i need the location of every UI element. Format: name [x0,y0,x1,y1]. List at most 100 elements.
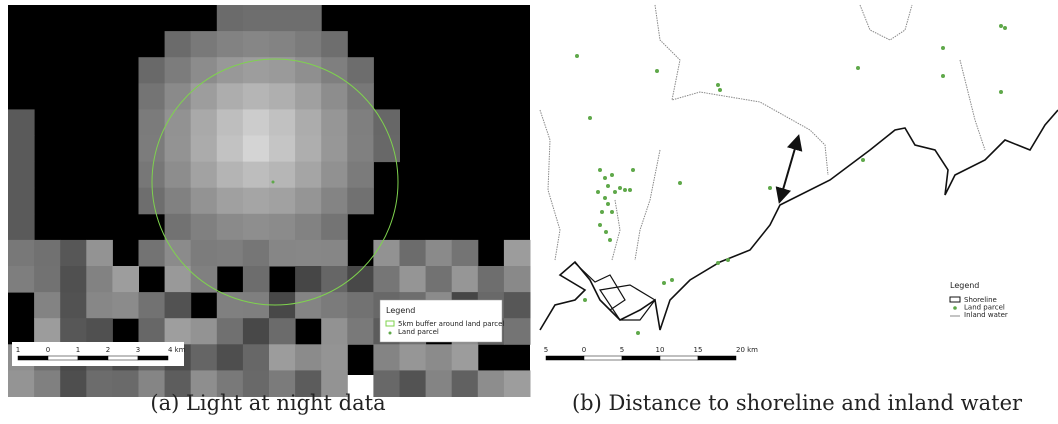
raster-cell [191,344,218,371]
scale-bar-box [12,342,184,366]
scale-label: 15 [694,346,703,354]
raster-cell [269,57,296,84]
raster-cell [60,240,87,267]
scale-label: 2 [106,346,110,354]
scale-label: 10 [656,346,665,354]
scale-segment [18,356,48,360]
land-parcel [600,210,604,214]
scale-label: 0 [46,346,50,354]
raster-cell [8,214,35,241]
caption: (b) Distance to shoreline and inland wat… [572,391,1023,415]
raster-cell [191,318,218,345]
raster-cell [347,136,374,163]
raster-cell [321,344,348,371]
raster-cell [269,136,296,163]
raster-cell [8,188,35,215]
land-parcel [716,261,720,265]
raster-cell [452,266,479,293]
land-parcel [598,168,602,172]
scale-label: 1 [76,346,80,354]
land-parcel [999,24,1003,28]
land-parcel [603,176,607,180]
raster-cell [243,240,270,267]
raster-cell [426,344,453,371]
raster-cell [217,5,244,32]
raster-cell [373,240,400,267]
raster-cell [295,109,322,136]
raster-cell [295,214,322,241]
raster-cell [347,109,374,136]
scale-segment [108,356,138,360]
raster-cell [217,136,244,163]
raster-cell [243,214,270,241]
raster-cell [504,370,531,397]
land-parcel [606,184,610,188]
raster-cell [321,188,348,215]
legend-title: Legend [950,281,979,290]
raster-cell [269,214,296,241]
raster-cell [8,370,35,397]
land-parcel [941,74,945,78]
raster-cell [321,318,348,345]
land-parcel [610,173,614,177]
raster-cell [321,136,348,163]
raster-cell [426,266,453,293]
raster-cell [504,266,531,293]
raster-cell [321,240,348,267]
raster-cell [34,370,61,397]
land-parcel [631,168,635,172]
raster-cell [243,83,270,110]
raster-cell [165,214,192,241]
land-parcel [588,116,592,120]
raster-cell [139,318,166,345]
legend-item: 5km buffer around land parcel [398,320,504,328]
raster-cell [217,83,244,110]
raster-cell [452,370,479,397]
raster-cell [217,162,244,189]
land-parcel [608,238,612,242]
figure: Legend5km buffer around land parcelLand … [0,0,1058,424]
raster-cell [8,266,35,293]
land-parcel [575,54,579,58]
raster-cell [191,109,218,136]
raster-cell [217,344,244,371]
land-parcel [768,186,772,190]
raster-cell [8,109,35,136]
land-parcel [613,190,617,194]
raster-cell [504,240,531,267]
raster-cell [86,370,113,397]
raster-cell [139,57,166,84]
raster-cell [191,31,218,58]
land-parcel [726,258,730,262]
raster-cell [191,214,218,241]
raster-cell [191,162,218,189]
raster-cell [295,31,322,58]
legend-title: Legend [386,306,415,315]
scale-segment [698,356,736,360]
raster-cell [452,344,479,371]
scale-segment [622,356,660,360]
raster-cell [191,57,218,84]
scale-segment [660,356,698,360]
land-parcel [662,281,666,285]
scale-label: 3 [136,346,140,354]
raster-cell [269,240,296,267]
raster-cell [269,188,296,215]
raster-cell [86,266,113,293]
land-parcel [861,158,865,162]
legend-symbol [953,306,957,310]
raster-cell [295,240,322,267]
raster-cell [139,188,166,215]
legend-symbol [389,332,392,335]
scale-label: 4 km [168,346,186,354]
legend-item: Inland water [964,311,1008,319]
raster-cell [60,318,87,345]
raster-cell [269,344,296,371]
raster-cell [243,162,270,189]
raster-cell [139,136,166,163]
raster-cell [269,109,296,136]
land-parcel [636,331,640,335]
raster-cell [243,344,270,371]
raster-cell [347,162,374,189]
